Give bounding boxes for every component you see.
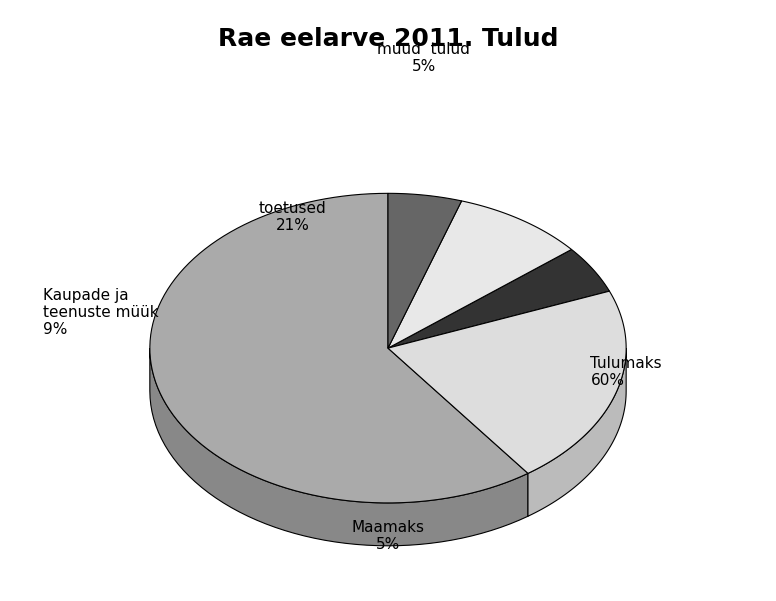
Polygon shape bbox=[388, 249, 609, 348]
Text: Kaupade ja
teenuste müük
9%: Kaupade ja teenuste müük 9% bbox=[43, 287, 158, 337]
Polygon shape bbox=[150, 348, 528, 546]
Text: muud  tulud
5%: muud tulud 5% bbox=[377, 42, 470, 75]
Polygon shape bbox=[388, 291, 626, 474]
Text: toetused
21%: toetused 21% bbox=[259, 201, 327, 233]
Polygon shape bbox=[528, 348, 626, 516]
Polygon shape bbox=[388, 201, 571, 348]
Text: Tulumaks
60%: Tulumaks 60% bbox=[591, 356, 662, 388]
Polygon shape bbox=[388, 194, 462, 348]
Polygon shape bbox=[150, 348, 388, 391]
Polygon shape bbox=[388, 348, 528, 516]
Text: Rae eelarve 2011. Tulud: Rae eelarve 2011. Tulud bbox=[218, 26, 558, 50]
Text: Maamaks
5%: Maamaks 5% bbox=[352, 520, 424, 552]
Polygon shape bbox=[150, 194, 528, 503]
